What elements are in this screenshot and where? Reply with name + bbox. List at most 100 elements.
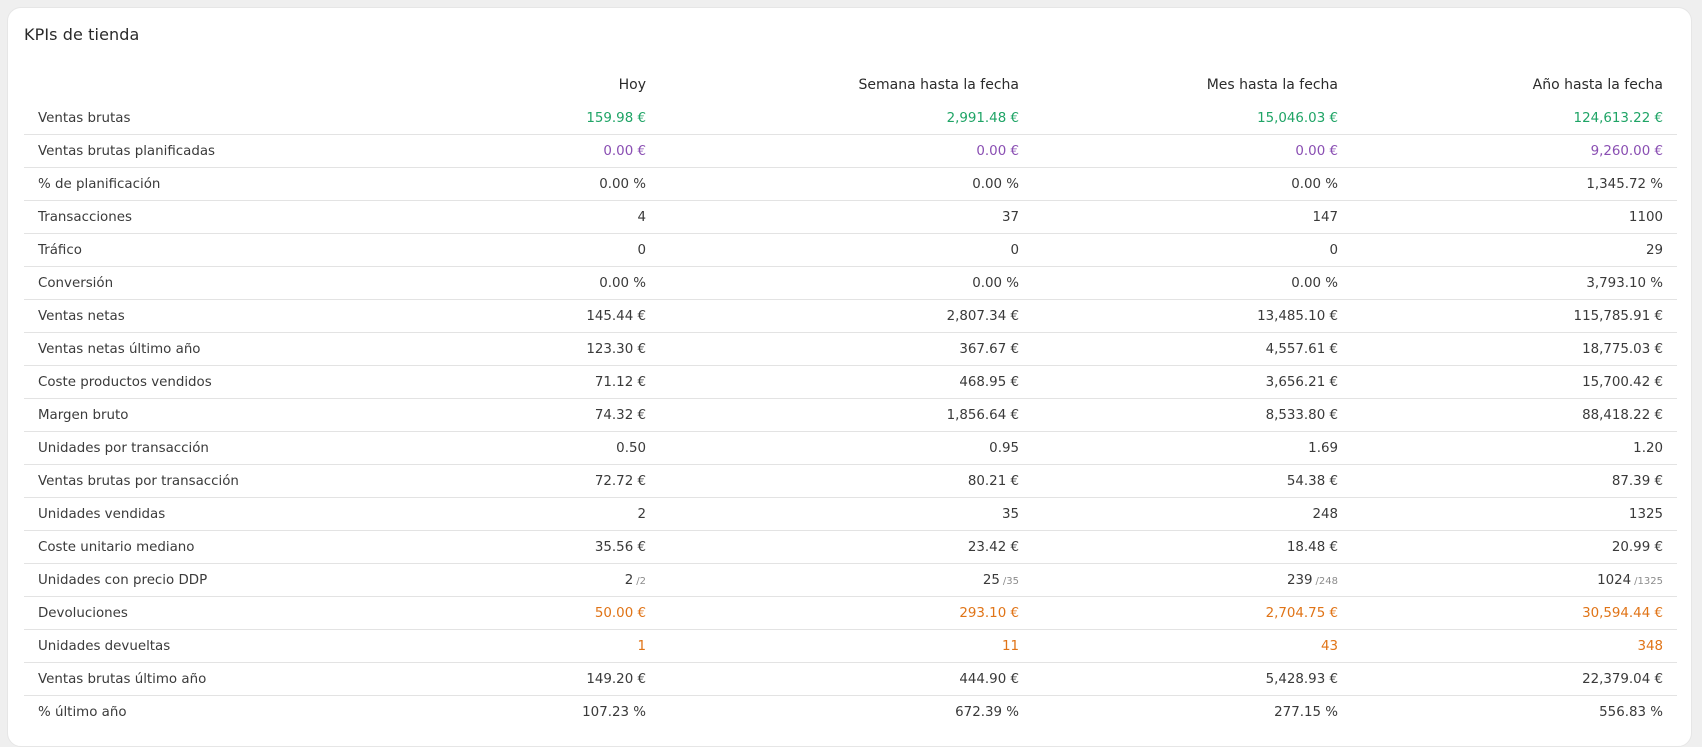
cell-value: 1.20: [1633, 440, 1663, 456]
cell-month-to-date: 1.69: [1033, 431, 1352, 465]
cell-value: 1,856.64 €: [946, 407, 1019, 423]
table-header-row: Hoy Semana hasta la fecha Mes hasta la f…: [24, 67, 1677, 102]
table-row: Conversión 0.00 % 0.00 % 0.00 % 3,793.10 %: [24, 266, 1677, 300]
cell-sub-value: /1325: [1634, 575, 1663, 587]
cell-value: 37: [1001, 209, 1019, 225]
table-row: Coste productos vendidos 71.12 € 468.95 € 3…: [24, 365, 1677, 399]
cell-week-to-date: 468.95 €: [660, 365, 1033, 399]
column-header-label: [24, 67, 280, 102]
cell-week-to-date: 25/35: [660, 563, 1033, 597]
cell-year-to-date: 18,775.03 €: [1352, 332, 1677, 366]
cell-today: 2: [280, 497, 660, 531]
table-row: Unidades devueltas 1 11 43 348: [24, 629, 1677, 663]
cell-month-to-date: 147: [1033, 200, 1352, 234]
table-row: Unidades con precio DDP 2/2 25/35 239/248 10…: [24, 563, 1677, 597]
cell-value: 556.83 %: [1599, 704, 1663, 720]
cell-value: 3,656.21 €: [1265, 374, 1338, 390]
row-label: Coste unitario mediano: [24, 530, 280, 564]
cell-year-to-date: 15,700.42 €: [1352, 365, 1677, 399]
cell-value: 1: [637, 638, 646, 654]
cell-value: 159.98 €: [586, 110, 646, 126]
cell-year-to-date: 1.20: [1352, 431, 1677, 465]
cell-week-to-date: 2,807.34 €: [660, 299, 1033, 333]
table-row: Coste unitario mediano 35.56 € 23.42 € 18.4…: [24, 530, 1677, 564]
cell-value: 43: [1320, 638, 1338, 654]
cell-value: 4,557.61 €: [1265, 341, 1338, 357]
table-row: Unidades por transacción 0.50 0.95 1.69 1.20: [24, 431, 1677, 465]
cell-year-to-date: 1024/1325: [1352, 563, 1677, 597]
cell-week-to-date: 444.90 €: [660, 662, 1033, 696]
table-row: Transacciones 4 37 147 1100: [24, 200, 1677, 234]
cell-month-to-date: 277.15 %: [1033, 696, 1352, 729]
cell-value: 0.50: [616, 440, 646, 456]
cell-year-to-date: 124,613.22 €: [1352, 102, 1677, 135]
cell-today: 145.44 €: [280, 299, 660, 333]
table-row: Ventas brutas último año 149.20 € 444.90 €…: [24, 662, 1677, 696]
row-label: Ventas netas: [24, 299, 280, 333]
table-row: % último año 107.23 % 672.39 % 277.15 % 556.…: [24, 696, 1677, 729]
cell-value: 0: [1329, 242, 1338, 258]
column-header-today: Hoy: [618, 76, 646, 93]
cell-year-to-date: 1,345.72 %: [1352, 167, 1677, 201]
cell-value: 20.99 €: [1611, 539, 1663, 555]
cell-value: 0: [1010, 242, 1019, 258]
card-title: KPIs de tienda: [24, 25, 140, 44]
cell-week-to-date: 2,991.48 €: [660, 102, 1033, 135]
cell-month-to-date: 0.00 €: [1033, 134, 1352, 168]
cell-value: 9,260.00 €: [1590, 143, 1663, 159]
cell-value: 0.95: [989, 440, 1019, 456]
column-header-year-to-date: Año hasta la fecha: [1532, 76, 1663, 93]
cell-value: 88,418.22 €: [1582, 407, 1663, 423]
cell-year-to-date: 1325: [1352, 497, 1677, 531]
cell-value: 0.00 %: [599, 176, 646, 192]
cell-value: 672.39 %: [955, 704, 1019, 720]
cell-value: 145.44 €: [586, 308, 646, 324]
table-row: % de planificación 0.00 % 0.00 % 0.00 % 1,34…: [24, 167, 1677, 201]
cell-today: 50.00 €: [280, 596, 660, 630]
cell-today: 0: [280, 233, 660, 267]
kpi-card: KPIs de tienda Hoy Semana hasta la fecha…: [7, 7, 1692, 747]
cell-today: 2/2: [280, 563, 660, 597]
cell-value: 2: [624, 572, 634, 588]
cell-today: 74.32 €: [280, 398, 660, 432]
cell-year-to-date: 556.83 %: [1352, 696, 1677, 729]
cell-sub-value: /248: [1315, 575, 1338, 587]
row-label: Ventas brutas último año: [24, 662, 280, 696]
cell-week-to-date: 80.21 €: [660, 464, 1033, 498]
cell-value: 1100: [1628, 209, 1663, 225]
row-label: Ventas brutas planificadas: [24, 134, 280, 168]
cell-value: 1325: [1628, 506, 1663, 522]
cell-year-to-date: 115,785.91 €: [1352, 299, 1677, 333]
table-row: Ventas netas último año 123.30 € 367.67 € 4…: [24, 332, 1677, 366]
cell-value: 2,704.75 €: [1265, 605, 1338, 621]
cell-value: 147: [1312, 209, 1338, 225]
cell-year-to-date: 88,418.22 €: [1352, 398, 1677, 432]
cell-value: 444.90 €: [959, 671, 1019, 687]
cell-value: 293.10 €: [959, 605, 1019, 621]
cell-value: 277.15 %: [1274, 704, 1338, 720]
table-row: Devoluciones 50.00 € 293.10 € 2,704.75 € 30,…: [24, 596, 1677, 630]
cell-value: 0.00 €: [976, 143, 1019, 159]
cell-today: 159.98 €: [280, 102, 660, 135]
row-label: Devoluciones: [24, 596, 280, 630]
cell-year-to-date: 87.39 €: [1352, 464, 1677, 498]
cell-value: 0.00 €: [1295, 143, 1338, 159]
cell-value: 124,613.22 €: [1573, 110, 1663, 126]
cell-value: 367.67 €: [959, 341, 1019, 357]
cell-value: 149.20 €: [586, 671, 646, 687]
cell-value: 15,700.42 €: [1582, 374, 1663, 390]
cell-month-to-date: 4,557.61 €: [1033, 332, 1352, 366]
cell-value: 29: [1645, 242, 1663, 258]
cell-value: 1024: [1597, 572, 1632, 588]
cell-month-to-date: 0.00 %: [1033, 167, 1352, 201]
cell-value: 35: [1001, 506, 1019, 522]
row-label: Unidades devueltas: [24, 629, 280, 663]
cell-value: 123.30 €: [586, 341, 646, 357]
cell-today: 4: [280, 200, 660, 234]
column-header-week-to-date: Semana hasta la fecha: [858, 76, 1020, 93]
cell-value: 0.00 %: [599, 275, 646, 291]
kpi-table: Hoy Semana hasta la fecha Mes hasta la f…: [24, 67, 1677, 728]
cell-value: 35.56 €: [594, 539, 646, 555]
row-label: Ventas netas último año: [24, 332, 280, 366]
cell-year-to-date: 348: [1352, 629, 1677, 663]
